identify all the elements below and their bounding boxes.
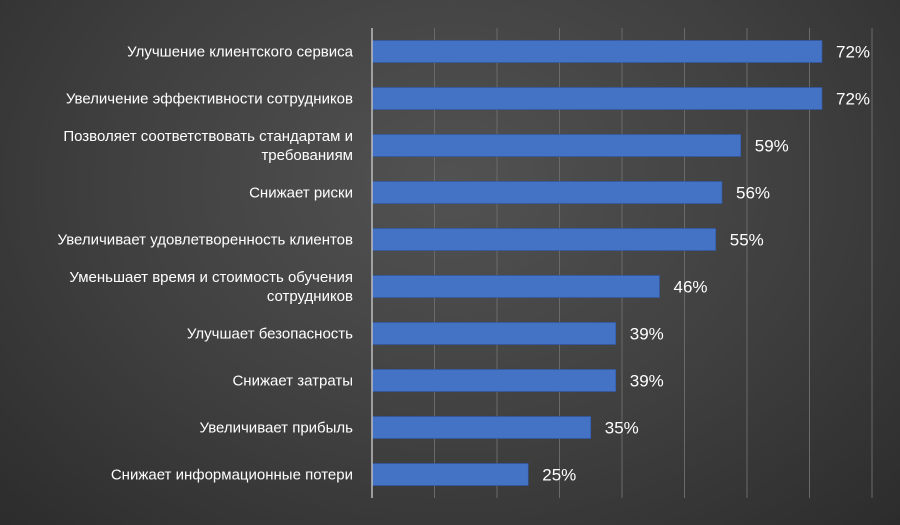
bar <box>371 40 823 63</box>
data-labels: 72% 72% 59% 56% 55% 46% 39% 39% 35% 25% <box>542 43 870 485</box>
bar <box>371 369 617 392</box>
category-label: Улучшает безопасность <box>187 326 353 343</box>
data-label: 46% <box>674 278 708 297</box>
category-label: Позволяет соответствовать стандартам и тр… <box>63 128 353 164</box>
data-label: 35% <box>605 419 639 438</box>
bars <box>371 40 823 486</box>
bar <box>371 134 742 157</box>
category-label: Увеличивает прибыль <box>200 420 354 437</box>
bar <box>371 322 617 345</box>
data-label: 39% <box>630 372 664 391</box>
category-label: Улучшение клиентского сервиса <box>127 44 354 61</box>
bar <box>371 228 717 251</box>
data-label: 59% <box>755 137 789 156</box>
bar <box>371 463 529 486</box>
data-label: 72% <box>836 43 870 62</box>
category-labels: Улучшение клиентского сервиса Увеличение … <box>58 44 354 484</box>
data-label: 72% <box>836 90 870 109</box>
data-label: 55% <box>730 231 764 250</box>
category-label: Снижает затраты <box>232 373 353 390</box>
data-label: 25% <box>542 466 576 485</box>
bar <box>371 416 592 439</box>
category-label: Уменьшает время и стоимость обучения сотр… <box>69 269 353 305</box>
category-label: Увеличение эффективности сотрудников <box>66 91 353 108</box>
category-label: Снижает информационные потери <box>111 467 353 484</box>
data-label: 56% <box>736 184 770 203</box>
bar <box>371 181 723 204</box>
bar <box>371 87 823 110</box>
data-label: 39% <box>630 325 664 344</box>
category-label: Снижает риски <box>249 185 353 202</box>
category-label: Увеличивает удовлетворенность клиентов <box>58 232 353 249</box>
bar <box>371 275 660 298</box>
